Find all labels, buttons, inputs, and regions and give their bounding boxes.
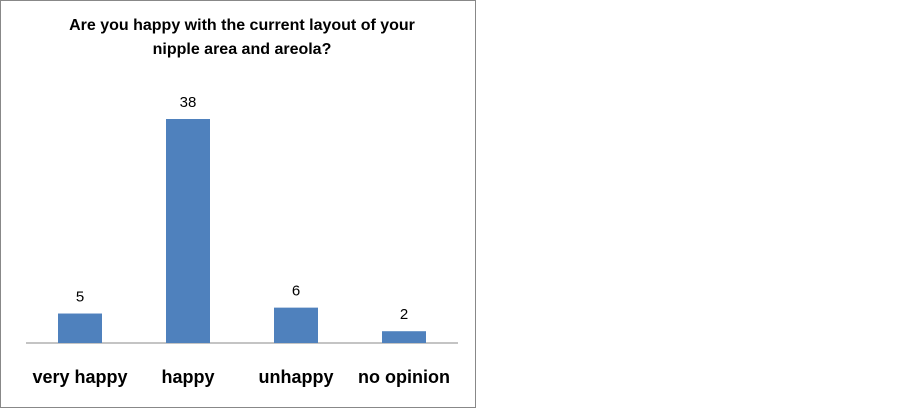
- value-label: 6: [292, 283, 300, 300]
- value-label: 2: [400, 306, 408, 323]
- bar: [382, 331, 426, 343]
- bar: [58, 313, 102, 343]
- chart: very happy 5 happy 38 unhappy 6 no opinion 2: [26, 94, 458, 387]
- value-label: 5: [76, 288, 84, 305]
- x-tick-label: happy: [161, 367, 214, 387]
- chart-title: Are you happy with the current layout of…: [69, 17, 415, 58]
- bar: [166, 119, 210, 343]
- x-tick-label: no opinion: [358, 367, 450, 387]
- chart-frame: [0, 0, 476, 408]
- x-tick-label: very happy: [32, 367, 127, 387]
- bar: [274, 307, 318, 343]
- value-label: 38: [180, 94, 197, 111]
- x-tick-label: unhappy: [259, 367, 334, 387]
